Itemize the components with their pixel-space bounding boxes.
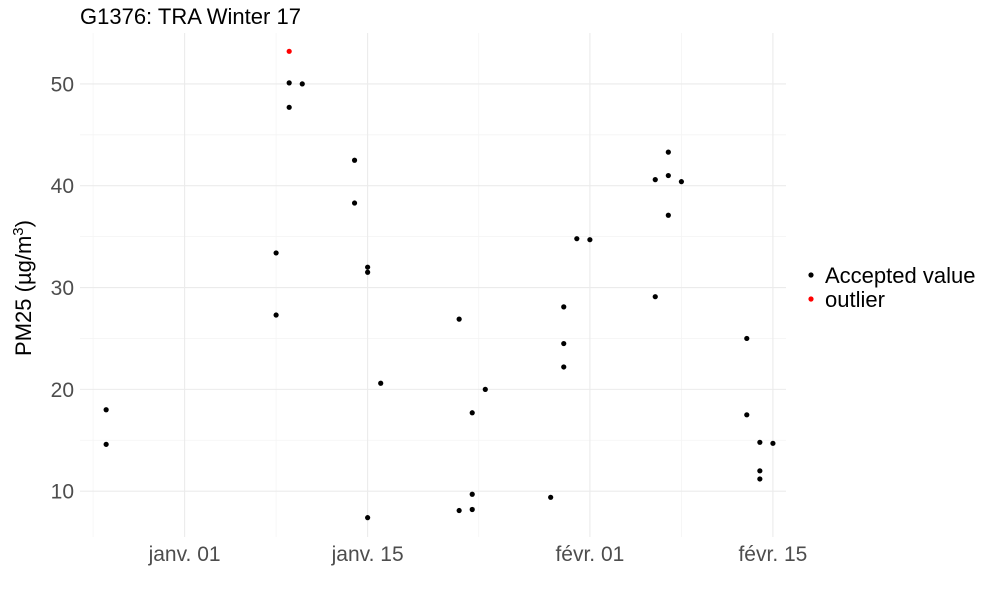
accepted-value-point <box>103 441 109 447</box>
accepted-value-point <box>757 476 763 482</box>
accepted-value-point <box>561 340 567 347</box>
x-tick-label: janv. 15 <box>331 543 404 566</box>
y-axis-label: PM25 (µg/m3) <box>10 220 36 356</box>
accepted-value-point <box>351 157 358 163</box>
legend: Accepted value outlier <box>808 263 975 312</box>
accepted-value-point <box>757 439 763 445</box>
accepted-value-point <box>456 316 462 322</box>
accepted-value-point <box>561 304 567 310</box>
accepted-value-point <box>469 410 475 416</box>
accepted-value-point <box>365 515 371 521</box>
grid <box>80 33 786 537</box>
data-points <box>103 48 776 521</box>
x-tick-label: févr. 01 <box>555 543 624 566</box>
accepted-value-point <box>273 250 279 256</box>
accepted-value-point <box>378 380 384 386</box>
y-axis-label-main: PM25 (µg/m <box>11 236 36 356</box>
x-axis-ticks: janv. 01 janv. 15 févr. 01 févr. 15 <box>148 543 808 566</box>
legend-label-outlier: outlier <box>825 287 885 312</box>
legend-label-accepted-value: Accepted value <box>825 263 975 288</box>
accepted-value-point <box>652 177 658 183</box>
y-axis-label-close: ) <box>11 220 36 227</box>
accepted-value-point <box>482 386 488 392</box>
accepted-value-point <box>286 104 292 110</box>
accepted-value-point <box>365 264 371 270</box>
accepted-value-point <box>678 179 685 185</box>
accepted-value-point <box>548 494 554 500</box>
y-tick-label: 40 <box>51 175 74 198</box>
y-axis-ticks: 10 20 30 40 50 <box>51 73 74 503</box>
accepted-value-point <box>365 269 371 275</box>
accepted-value-point <box>665 212 671 218</box>
accepted-value-point <box>469 491 475 497</box>
x-tick-label: févr. 15 <box>738 543 807 566</box>
accepted-value-point <box>469 506 475 513</box>
accepted-value-point <box>273 312 279 318</box>
x-tick-label: janv. 01 <box>148 543 221 566</box>
accepted-value-point <box>587 237 593 243</box>
accepted-value-point <box>286 80 292 86</box>
accepted-value-point <box>665 172 671 179</box>
legend-key-accepted-value <box>808 272 814 278</box>
accepted-value-point <box>770 440 776 446</box>
y-tick-label: 20 <box>51 379 74 402</box>
chart-title: G1376: TRA Winter 17 <box>80 4 301 29</box>
accepted-value-point <box>103 407 109 413</box>
accepted-value-point <box>757 468 763 474</box>
accepted-value-point <box>652 294 658 300</box>
accepted-value-point <box>574 236 580 242</box>
accepted-value-point <box>299 81 305 87</box>
accepted-value-point <box>351 200 358 206</box>
accepted-value-point <box>744 412 750 418</box>
legend-key-outlier <box>808 296 814 302</box>
accepted-value-point <box>744 335 750 342</box>
accepted-value-point <box>561 364 567 370</box>
y-tick-label: 30 <box>51 277 74 300</box>
accepted-value-point <box>456 507 462 514</box>
accepted-value-point <box>665 149 671 155</box>
outlier-point <box>286 48 292 54</box>
y-tick-label: 50 <box>51 73 74 96</box>
y-tick-label: 10 <box>51 481 74 504</box>
y-axis-label-superscript: 3 <box>10 227 27 235</box>
